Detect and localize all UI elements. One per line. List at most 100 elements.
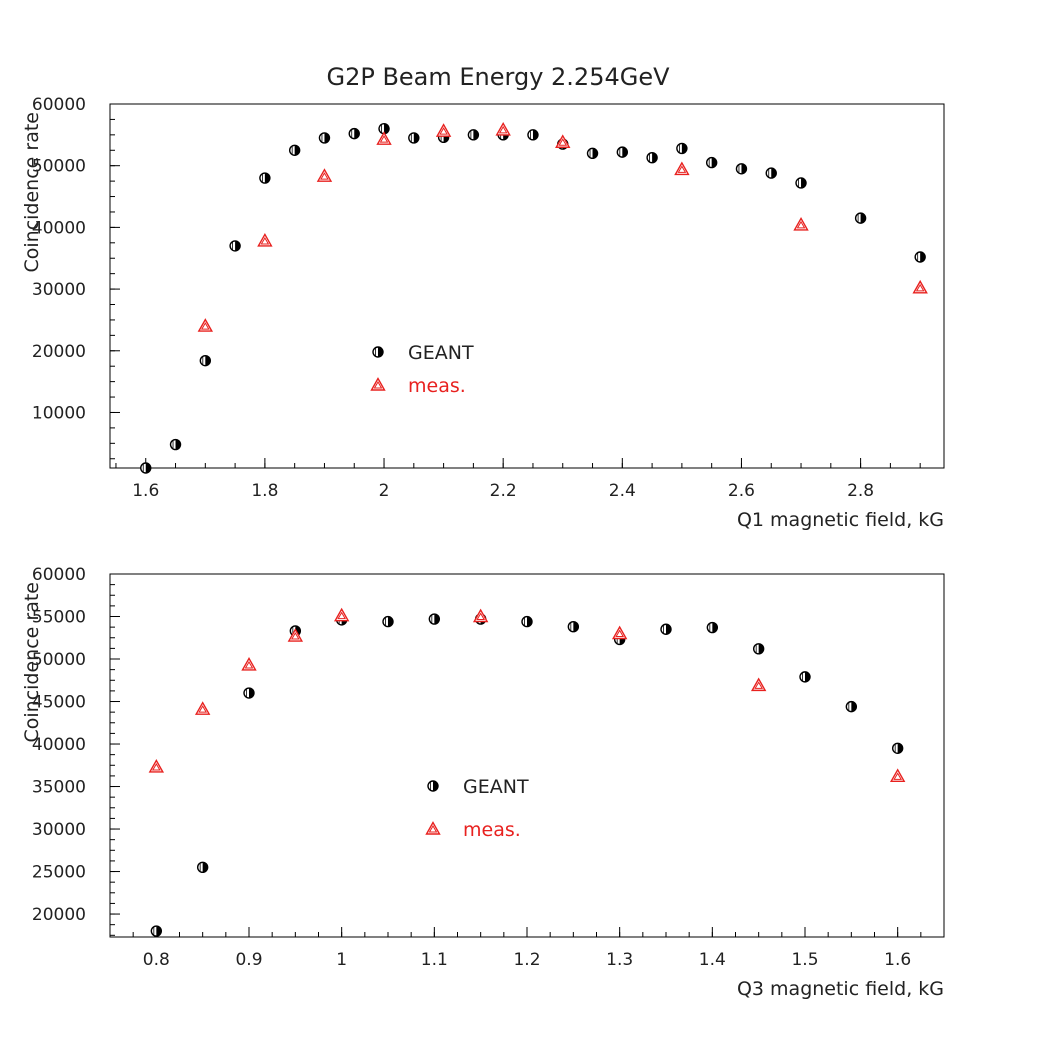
y-tick-label: 50000 [32, 157, 86, 177]
geant-point [735, 163, 748, 175]
marker-half [860, 213, 866, 224]
meas-point [472, 608, 489, 623]
marker-half [771, 168, 777, 179]
y-tick-label: 20000 [32, 342, 86, 362]
geant-point [586, 147, 599, 160]
marker-half [413, 132, 419, 143]
x-tick-label: 0.9 [235, 950, 262, 970]
legend: GEANT meas. [408, 342, 474, 397]
meas-point [316, 168, 333, 182]
geant-point [467, 129, 480, 141]
meas-point [889, 768, 906, 783]
meas-point [333, 607, 350, 622]
plot-frame [109, 573, 945, 938]
y-tick-label: 30000 [32, 280, 86, 300]
meas-point [793, 216, 809, 231]
legend-meas-label: meas. [408, 375, 466, 397]
y-tick-label: 20000 [32, 905, 86, 925]
geant-point [243, 687, 255, 699]
legend-geant-marker [372, 346, 384, 358]
marker-half [851, 701, 857, 712]
y-tick-label: 10000 [32, 403, 86, 423]
geant-point [348, 127, 360, 140]
x-tick-label: 0.8 [143, 950, 170, 970]
marker-half [666, 624, 671, 635]
marker-half [354, 128, 360, 139]
geant-point [527, 129, 539, 141]
geant-point [229, 240, 241, 252]
plot-frame [109, 103, 945, 469]
x-tick-label: 2.6 [728, 481, 755, 501]
geant-point [199, 354, 212, 367]
legend-meas-marker [370, 377, 386, 391]
y-tick-label: 40000 [32, 735, 86, 755]
meas-point [555, 134, 571, 148]
marker-inner [558, 138, 568, 146]
marker-half [897, 743, 903, 754]
marker-half [652, 152, 658, 163]
meas-point [194, 701, 211, 715]
y-tick-label: 30000 [32, 820, 86, 840]
geant-point [567, 621, 580, 633]
marker-inner [615, 629, 625, 638]
y-tick-label: 40000 [32, 218, 86, 238]
marker-inner [200, 322, 210, 330]
marker-inner [379, 135, 389, 143]
meas-point [241, 657, 257, 671]
geant-point [169, 438, 182, 451]
x-tick-label: 1.3 [606, 950, 633, 970]
geant-point [891, 742, 904, 754]
meas-point [912, 279, 928, 294]
marker-inner [244, 660, 254, 669]
marker-half [175, 439, 181, 450]
geant-point [914, 251, 926, 263]
marker-half [294, 145, 300, 156]
x-tick-label: 1.6 [132, 481, 159, 501]
marker-half [264, 173, 270, 184]
marker-half [324, 132, 330, 143]
x-axis-title: Q1 magnetic field, kG [737, 509, 944, 531]
marker-half [434, 614, 440, 625]
x-tick-label: 2.8 [847, 481, 874, 501]
legend-geant-label: GEANT [408, 342, 474, 364]
marker-inner [337, 611, 347, 620]
geant-point [428, 613, 441, 625]
y-tick-label: 60000 [32, 565, 86, 585]
x-tick-label: 1 [336, 950, 347, 970]
legend-geant-label: GEANT [463, 776, 529, 798]
meas-point [611, 625, 628, 640]
y-tick-label: 25000 [32, 863, 86, 883]
geant-point [854, 212, 867, 224]
geant-point [318, 132, 331, 144]
marker-half [573, 621, 579, 632]
marker-half [711, 157, 717, 168]
geant-point [676, 142, 688, 155]
geant-point [140, 462, 152, 474]
geant-point [616, 146, 629, 158]
marker-half [202, 862, 208, 873]
meas-point [287, 628, 304, 642]
marker-half [145, 463, 151, 473]
marker-half [532, 129, 538, 140]
y-tick-label: 45000 [32, 693, 86, 713]
x-tick-label: 1.4 [699, 950, 726, 970]
y-axis-title: Coincidence rate [21, 582, 43, 743]
geant-point [646, 151, 658, 164]
marker-inner [498, 125, 508, 134]
x-tick-label: 1.1 [421, 950, 448, 970]
marker-half [388, 616, 393, 627]
meas-point [435, 123, 452, 137]
y-tick-label: 60000 [32, 95, 86, 115]
marker-half [592, 148, 598, 159]
geant-point [382, 615, 394, 628]
marker-half [920, 252, 926, 263]
meas-point [750, 677, 767, 692]
x-tick-label: 1.8 [251, 481, 278, 501]
meas-point [257, 233, 273, 247]
meas-point [197, 318, 214, 332]
x-tick-label: 2 [379, 481, 390, 501]
meas-point [495, 121, 511, 136]
y-tick-label: 35000 [32, 778, 86, 798]
